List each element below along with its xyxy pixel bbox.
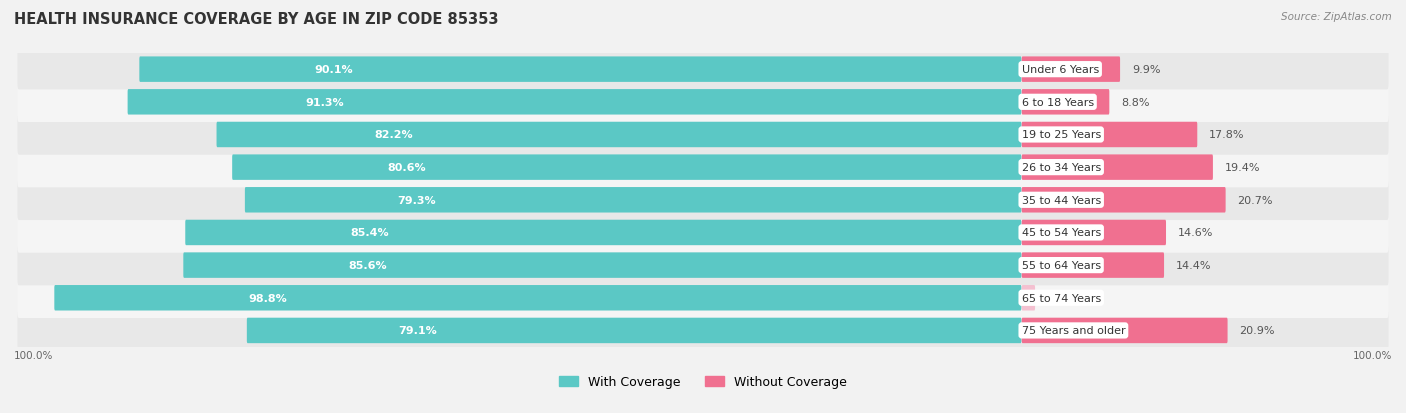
FancyBboxPatch shape [17,245,1389,286]
FancyBboxPatch shape [1022,188,1226,213]
FancyBboxPatch shape [217,122,1021,148]
FancyBboxPatch shape [128,90,1021,115]
Text: 75 Years and older: 75 Years and older [1022,325,1125,336]
Text: 19.4%: 19.4% [1225,163,1260,173]
Text: 85.6%: 85.6% [349,261,388,271]
FancyBboxPatch shape [17,82,1389,123]
Text: 79.1%: 79.1% [398,325,437,336]
Text: 1.2%: 1.2% [1047,293,1076,303]
Text: 14.6%: 14.6% [1178,228,1213,238]
Text: Under 6 Years: Under 6 Years [1022,65,1099,75]
FancyBboxPatch shape [1022,253,1164,278]
FancyBboxPatch shape [17,50,1389,90]
Text: 82.2%: 82.2% [375,130,413,140]
Text: 35 to 44 Years: 35 to 44 Years [1022,195,1101,205]
Text: 91.3%: 91.3% [305,97,344,107]
Text: 100.0%: 100.0% [1353,350,1392,360]
Text: HEALTH INSURANCE COVERAGE BY AGE IN ZIP CODE 85353: HEALTH INSURANCE COVERAGE BY AGE IN ZIP … [14,12,499,27]
FancyBboxPatch shape [55,285,1021,311]
FancyBboxPatch shape [186,220,1021,246]
FancyBboxPatch shape [232,155,1021,180]
Text: 55 to 64 Years: 55 to 64 Years [1022,261,1101,271]
Text: 17.8%: 17.8% [1209,130,1244,140]
Text: 26 to 34 Years: 26 to 34 Years [1022,163,1101,173]
FancyBboxPatch shape [183,253,1021,278]
Text: 85.4%: 85.4% [350,228,389,238]
FancyBboxPatch shape [1022,318,1227,343]
Legend: With Coverage, Without Coverage: With Coverage, Without Coverage [554,370,852,394]
Text: 45 to 54 Years: 45 to 54 Years [1022,228,1101,238]
FancyBboxPatch shape [139,57,1021,83]
Text: 8.8%: 8.8% [1121,97,1150,107]
Text: 6 to 18 Years: 6 to 18 Years [1022,97,1094,107]
Text: 20.7%: 20.7% [1237,195,1272,205]
FancyBboxPatch shape [1022,155,1213,180]
FancyBboxPatch shape [1022,122,1198,148]
Text: 20.9%: 20.9% [1240,325,1275,336]
FancyBboxPatch shape [17,180,1389,221]
Text: Source: ZipAtlas.com: Source: ZipAtlas.com [1281,12,1392,22]
Text: 100.0%: 100.0% [14,350,53,360]
FancyBboxPatch shape [1022,285,1035,311]
Text: 14.4%: 14.4% [1175,261,1212,271]
Text: 9.9%: 9.9% [1132,65,1160,75]
FancyBboxPatch shape [1022,90,1109,115]
Text: 79.3%: 79.3% [396,195,436,205]
Text: 80.6%: 80.6% [387,163,426,173]
FancyBboxPatch shape [17,278,1389,318]
FancyBboxPatch shape [1022,57,1121,83]
Text: 90.1%: 90.1% [315,65,353,75]
FancyBboxPatch shape [17,213,1389,253]
FancyBboxPatch shape [17,115,1389,155]
FancyBboxPatch shape [245,188,1021,213]
Text: 19 to 25 Years: 19 to 25 Years [1022,130,1101,140]
FancyBboxPatch shape [1022,220,1166,246]
Text: 98.8%: 98.8% [247,293,287,303]
FancyBboxPatch shape [17,147,1389,188]
Text: 65 to 74 Years: 65 to 74 Years [1022,293,1101,303]
FancyBboxPatch shape [17,311,1389,351]
FancyBboxPatch shape [247,318,1021,343]
